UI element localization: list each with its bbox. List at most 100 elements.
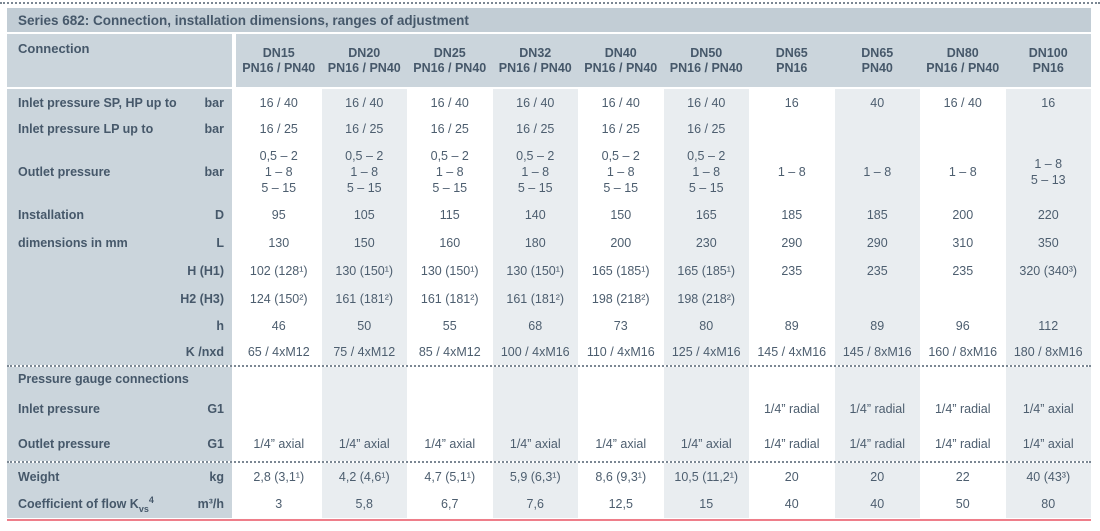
section-row: Pressure gauge connections (7, 365, 1091, 391)
data-cell (407, 391, 493, 427)
table-row: dimensions in mm L 130 150 160 180 200 230 290 29… (7, 229, 1091, 257)
column-gap (232, 339, 236, 365)
column-gap (232, 201, 236, 229)
unit-label: D (214, 208, 224, 222)
bottom-accent-line (7, 519, 1091, 521)
top-dotted-divider (0, 2, 1100, 4)
column-gap (232, 490, 236, 518)
data-cell: 1/4” radial (920, 427, 1006, 461)
column-pn: PN16 / PN40 (498, 60, 572, 75)
data-cell: 130 (150¹) (407, 257, 493, 285)
unit-label: bar (204, 122, 224, 136)
unit-label: H (H1) (187, 264, 224, 278)
data-cell: 80 (1005, 490, 1091, 518)
column-pn: PN40 (861, 60, 893, 75)
data-cell: 1/4” axial (321, 427, 407, 461)
column-dn: DN100 (1028, 45, 1068, 60)
data-cell: 40 (749, 490, 835, 518)
data-cell: 160 (407, 229, 493, 257)
data-cell: 3 (236, 490, 322, 518)
table-row: h 46 50 55 68 73 80 89 89 96 112 (7, 313, 1091, 339)
data-cell: 16 / 40 (407, 89, 493, 116)
data-cell: 124 (150²) (236, 285, 322, 313)
data-cell: 1/4” axial (407, 427, 493, 461)
data-cell: 50 (321, 313, 407, 339)
column-pn: PN16 / PN40 (926, 60, 1000, 75)
column-gap (232, 116, 236, 142)
column-gap (232, 285, 236, 313)
data-cell: 320 (340³) (1005, 257, 1091, 285)
data-cell: 115 (407, 201, 493, 229)
data-cell (492, 367, 578, 391)
data-cell: 20 (749, 463, 835, 490)
row-label-subscript: vs (138, 503, 149, 514)
column-gap (232, 142, 236, 201)
data-cell: 20 (834, 463, 920, 490)
data-cell: 1/4” axial (663, 427, 749, 461)
data-cell (321, 367, 407, 391)
data-cell (1005, 116, 1091, 142)
data-cell (920, 116, 1006, 142)
data-cell: 0,5 – 2 1 – 8 5 – 15 (578, 142, 664, 201)
row-label-cell: Inlet pressure SP, HP up to bar (7, 89, 232, 116)
column-header: DN25 PN16 / PN40 (407, 34, 493, 87)
data-cell (492, 391, 578, 427)
column-gap (232, 391, 236, 427)
data-cell: 65 / 4xM12 (236, 339, 322, 365)
unit-label: m³/h (197, 497, 224, 511)
data-cell: 1 – 8 (749, 142, 835, 201)
data-cell: 40 (43³) (1005, 463, 1091, 490)
unit-label: G1 (207, 402, 224, 416)
data-cell: 10,5 (11,2¹) (663, 463, 749, 490)
data-cell (834, 116, 920, 142)
data-cell: 230 (663, 229, 749, 257)
data-cell (920, 367, 1006, 391)
data-cell: 95 (236, 201, 322, 229)
data-cell: 16 / 40 (578, 89, 664, 116)
row-label: Outlet pressure (18, 164, 111, 179)
data-cell: 16 (749, 89, 835, 116)
table-row: Inlet pressure G1 1/4” radial 1/4” radial 1/… (7, 391, 1091, 427)
column-gap (232, 367, 236, 391)
row-label: Inlet pressure SP, HP up to (18, 95, 177, 110)
unit-label: H2 (H3) (180, 292, 224, 306)
table-row: Outlet pressure bar 0,5 – 2 1 – 8 5 – 15 0,… (7, 142, 1091, 201)
data-cell: 40 (834, 490, 920, 518)
data-cell: 180 / 8xM16 (1005, 339, 1091, 365)
data-cell: 180 (492, 229, 578, 257)
row-label-cell: Inlet pressure G1 (7, 391, 232, 427)
column-pn: PN16 / PN40 (669, 60, 743, 75)
data-cell: 165 (185¹) (663, 257, 749, 285)
data-cell (236, 367, 322, 391)
column-gap (232, 313, 236, 339)
table-row: H (H1) 102 (128¹) 130 (150¹) 130 (150¹) 130 … (7, 257, 1091, 285)
data-cell (321, 391, 407, 427)
row-label-text: Coefficient of flow K (18, 496, 139, 511)
row-label-cell: H2 (H3) (7, 285, 232, 313)
column-gap (232, 34, 236, 87)
data-cell: 105 (321, 201, 407, 229)
spec-table: Series 682: Connection, installation dim… (7, 8, 1091, 521)
data-cell: 89 (749, 313, 835, 339)
data-cell: 1/4” radial (834, 391, 920, 427)
column-gap (232, 89, 236, 116)
data-cell: 100 / 4xM16 (492, 339, 578, 365)
data-cell: 145 / 8xM16 (834, 339, 920, 365)
data-cell: 140 (492, 201, 578, 229)
data-cell (749, 367, 835, 391)
unit-label: L (216, 236, 224, 250)
row-label: Coefficient of flow Kvs4 (18, 495, 154, 514)
data-cell: 200 (920, 201, 1006, 229)
column-dn: DN32 (519, 45, 552, 60)
column-dn: DN15 (262, 45, 295, 60)
table-body: Inlet pressure SP, HP up to bar 16 / 40 16 … (7, 89, 1091, 518)
column-header: DN15 PN16 / PN40 (236, 34, 322, 87)
data-cell: 5,8 (321, 490, 407, 518)
column-gap (232, 463, 236, 490)
row-label: Installation (18, 208, 84, 222)
row-label-cell: Installation D (7, 201, 232, 229)
column-dn: DN50 (690, 45, 723, 60)
data-cell: 145 / 4xM16 (749, 339, 835, 365)
data-cell: 16 / 25 (492, 116, 578, 142)
unit-label: bar (204, 95, 224, 110)
